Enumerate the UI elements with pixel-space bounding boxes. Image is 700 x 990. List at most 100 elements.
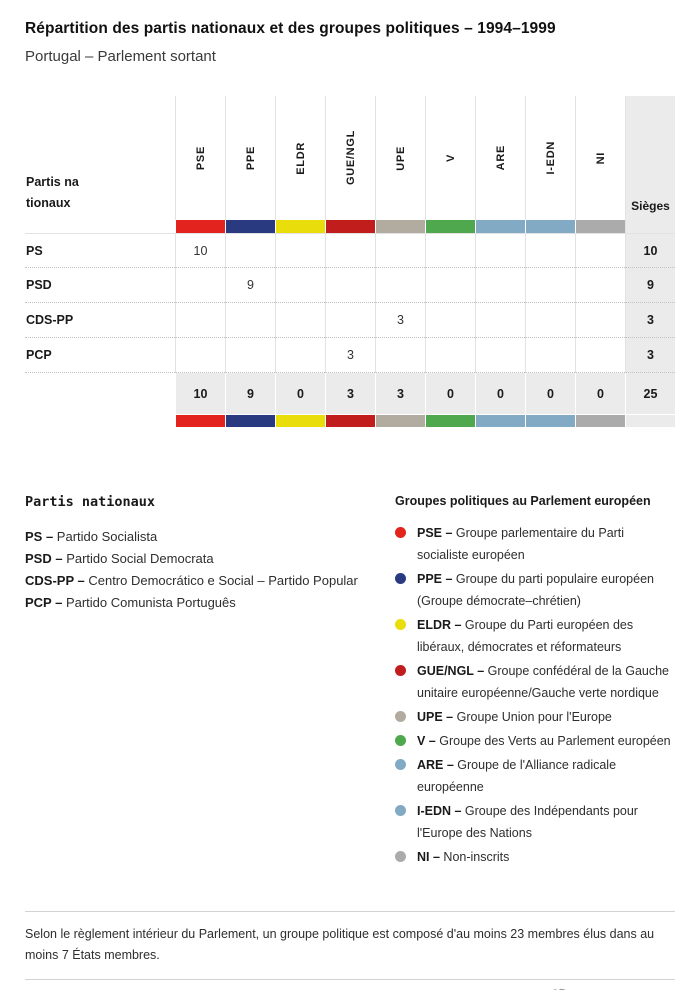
column-header-eldr: ELDR <box>275 96 325 220</box>
seat-value-cell <box>525 303 575 338</box>
corner-label-text: Partis nationaux <box>26 175 79 210</box>
party-name: Partido Social Democrata <box>62 551 214 566</box>
group-name: Non-inscrits <box>439 850 510 864</box>
group-color-dot-icon <box>395 568 417 612</box>
seat-value-cell <box>375 233 425 268</box>
bottom-color-bar-ni <box>575 414 625 427</box>
group-name: Groupe du Parti européen des libéraux, d… <box>417 618 634 654</box>
group-legend-text: ARE – Groupe de l'Alliance radicale euro… <box>417 754 675 798</box>
seat-value-cell <box>325 303 375 338</box>
group-abbr: NI – <box>417 850 440 864</box>
seat-value-cell: 3 <box>375 303 425 338</box>
column-header-label: GUE/NGL <box>344 130 357 186</box>
column-header-pse: PSE <box>175 96 225 220</box>
column-header-label: UPE <box>394 145 407 171</box>
seat-value-cell <box>175 303 225 338</box>
party-name: Partido Socialista <box>53 529 158 544</box>
seats-column-header: Sièges <box>625 96 675 220</box>
group-name: Groupe Union pour l'Europe <box>453 710 612 724</box>
group-legend-item: ELDR – Groupe du Parti européen des libé… <box>395 614 675 658</box>
group-color-bar-v <box>425 220 475 233</box>
party-abbr: PCP – <box>25 595 63 610</box>
group-legend-text: UPE – Groupe Union pour l'Europe <box>417 706 612 728</box>
column-header-label: ELDR <box>294 141 307 175</box>
seat-value-cell <box>425 268 475 303</box>
seat-value-cell <box>375 268 425 303</box>
group-total-cell: 0 <box>475 373 525 414</box>
group-abbr: UPE – <box>417 710 454 724</box>
seat-value-cell <box>575 233 625 268</box>
group-abbr: I-EDN – <box>417 804 462 818</box>
seat-value-cell <box>325 268 375 303</box>
party-row-label: PS <box>25 233 175 268</box>
group-legend-item: PSE – Groupe parlementaire du Parti soci… <box>395 522 675 566</box>
bottom-color-bar-guengl <box>325 414 375 427</box>
seat-value-cell <box>425 338 475 373</box>
legend-groups-title: Groupes politiques au Parlement européen <box>395 494 651 508</box>
group-abbr: ELDR – <box>417 618 462 632</box>
group-color-bar-are <box>475 220 525 233</box>
group-color-bar-guengl <box>325 220 375 233</box>
group-total-cell: 9 <box>225 373 275 414</box>
totals-row-spacer <box>25 373 175 414</box>
footnote-text: Selon le règlement intérieur du Parlemen… <box>25 927 655 962</box>
column-header-label: I-EDN <box>544 141 557 175</box>
table-corner-label: Partis nationaux <box>25 96 175 220</box>
group-total-cell: 3 <box>325 373 375 414</box>
group-legend-item: NI – Non-inscrits <box>395 846 675 868</box>
legend-parties-list: PS – Partido Socialista PSD – Partido Soc… <box>25 526 395 614</box>
seat-value-cell <box>275 338 325 373</box>
seat-value-cell <box>275 268 325 303</box>
seat-value-cell <box>575 303 625 338</box>
column-header-label: PSE <box>194 145 207 171</box>
group-total-cell: 0 <box>425 373 475 414</box>
colorbar-seats-spacer <box>625 220 675 233</box>
group-legend-text: NI – Non-inscrits <box>417 846 509 868</box>
group-legend-text: PSE – Groupe parlementaire du Parti soci… <box>417 522 675 566</box>
bottom-color-bar-upe <box>375 414 425 427</box>
legend-parties-title: Partis nationaux <box>25 494 156 510</box>
group-abbr: ARE – <box>417 758 454 772</box>
group-color-dot-icon <box>395 730 417 752</box>
seat-value-cell <box>225 303 275 338</box>
legend-national-parties: Partis nationaux PS – Partido Socialista… <box>25 494 395 870</box>
group-color-dot-icon <box>395 614 417 658</box>
party-name: Partido Comunista Português <box>62 595 236 610</box>
seat-value-cell <box>225 233 275 268</box>
seat-value-cell <box>325 233 375 268</box>
group-color-bar-upe <box>375 220 425 233</box>
bottom-bar-seats-spacer <box>625 414 675 427</box>
group-total-cell: 0 <box>575 373 625 414</box>
seat-value-cell <box>525 338 575 373</box>
footer: Source : Parlement européen <box>25 985 675 990</box>
group-name: Groupe de l'Alliance radicale européenne <box>417 758 617 794</box>
group-color-bar-iedn <box>525 220 575 233</box>
bottom-color-bar-v <box>425 414 475 427</box>
group-abbr: PPE – <box>417 572 453 586</box>
grand-total-seats-cell: 25 <box>625 373 675 414</box>
group-abbr: PSE – <box>417 526 453 540</box>
seat-value-cell <box>175 338 225 373</box>
page-title: Répartition des partis nationaux et des … <box>25 20 556 37</box>
group-legend-item: GUE/NGL – Groupe confédéral de la Gauche… <box>395 660 675 704</box>
seat-value-cell <box>275 233 325 268</box>
group-color-dot-icon <box>395 522 417 566</box>
column-header-label: ARE <box>494 145 507 171</box>
european-parliament-logo: Parlement européen <box>526 985 675 990</box>
seat-value-cell <box>475 268 525 303</box>
seat-value-cell <box>475 303 525 338</box>
group-total-cell: 10 <box>175 373 225 414</box>
seat-value-cell: 3 <box>325 338 375 373</box>
seat-value-cell <box>575 268 625 303</box>
seat-value-cell <box>425 233 475 268</box>
group-color-bar-pse <box>175 220 225 233</box>
group-legend-item: I-EDN – Groupe des Indépendants pour l'E… <box>395 800 675 844</box>
group-legend-item: PPE – Groupe du parti populaire européen… <box>395 568 675 612</box>
legend-groups-list: PSE – Groupe parlementaire du Parti soci… <box>395 522 675 868</box>
group-legend-item: ARE – Groupe de l'Alliance radicale euro… <box>395 754 675 798</box>
legend-political-groups: Groupes politiques au Parlement européen… <box>395 494 675 870</box>
column-header-ni: NI <box>575 96 625 220</box>
party-legend-item: PS – Partido Socialista <box>25 526 395 548</box>
seat-value-cell <box>575 338 625 373</box>
